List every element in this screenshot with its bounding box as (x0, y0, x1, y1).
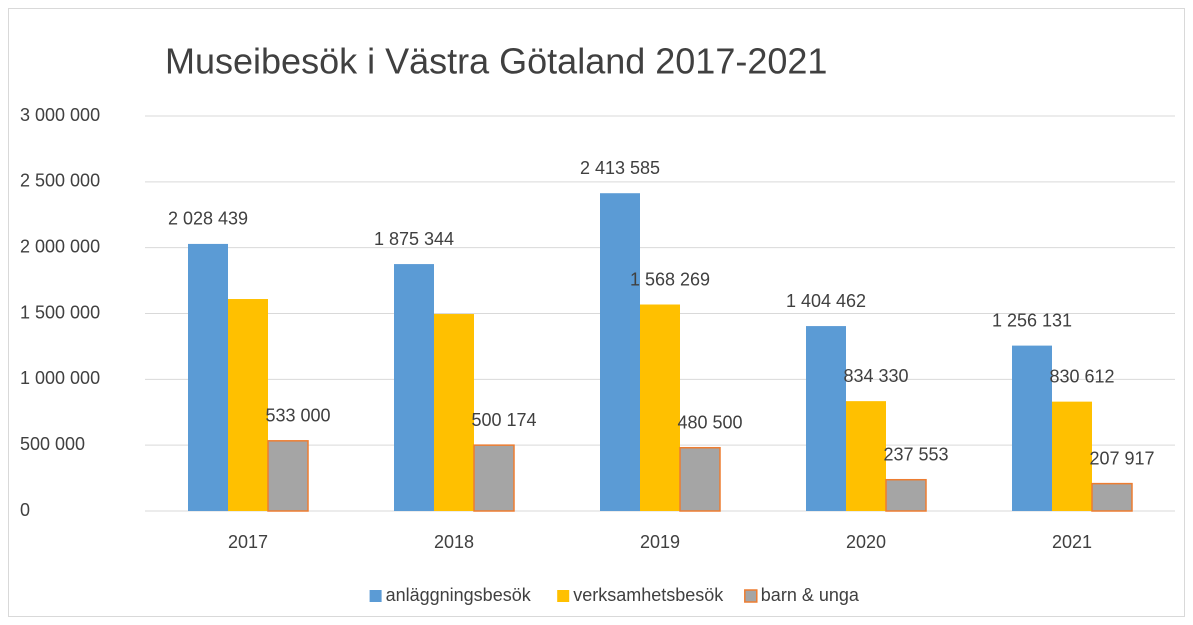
bar (473, 444, 515, 512)
data-label: 533 000 (265, 406, 330, 426)
x-tick-label: 2021 (1052, 532, 1092, 552)
legend-swatch (557, 590, 570, 602)
bar (846, 401, 886, 511)
data-label: 207 917 (1089, 448, 1154, 468)
bar (640, 304, 680, 511)
x-tick-label: 2019 (640, 532, 680, 552)
bar (267, 440, 309, 512)
x-tick-label: 2020 (846, 532, 886, 552)
y-tick-label: 3 000 000 (20, 105, 100, 125)
y-tick-label: 500 000 (20, 434, 85, 454)
legend-label: verksamhetsbesök (573, 585, 724, 605)
bar (1012, 345, 1052, 511)
bar (679, 446, 721, 512)
data-label: 480 500 (677, 412, 742, 432)
data-label: 237 553 (883, 444, 948, 464)
x-tick-label: 2018 (434, 532, 474, 552)
bar (394, 264, 434, 511)
y-tick-label: 2 000 000 (20, 236, 100, 256)
legend-label: anläggningsbesök (386, 585, 532, 605)
y-tick-label: 1 000 000 (20, 368, 100, 388)
legend-swatch (744, 589, 758, 603)
data-label: 1 404 462 (786, 291, 866, 311)
data-label: 830 612 (1049, 366, 1114, 386)
bar (188, 243, 228, 512)
bar (434, 314, 474, 511)
chart-title: Museibesök i Västra Götaland 2017-2021 (165, 41, 827, 82)
bar (806, 326, 846, 511)
bar (1052, 401, 1092, 511)
y-tick-label: 2 500 000 (20, 171, 100, 191)
bar (885, 478, 927, 512)
bar (1091, 482, 1133, 512)
x-tick-label: 2017 (228, 532, 268, 552)
data-label: 2 028 439 (168, 209, 248, 229)
data-label: 1 568 269 (630, 269, 710, 289)
data-label: 1 875 344 (374, 229, 454, 249)
y-tick-label: 0 (20, 500, 30, 520)
data-label: 1 256 131 (992, 310, 1072, 330)
data-label: 2 413 585 (580, 158, 660, 178)
bar (228, 299, 268, 511)
legend-label: barn & unga (761, 585, 860, 605)
y-tick-label: 1 500 000 (20, 302, 100, 322)
legend-swatch (369, 590, 382, 602)
data-label: 500 174 (471, 410, 536, 430)
data-label: 834 330 (843, 366, 908, 386)
bar (600, 193, 640, 511)
